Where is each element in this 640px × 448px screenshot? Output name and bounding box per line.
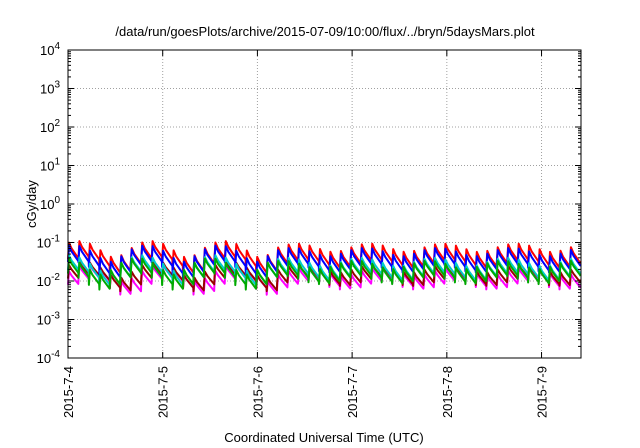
y-tick-label: 10-1 — [37, 234, 61, 251]
grid — [68, 50, 581, 358]
y-tick-label: 10-3 — [37, 311, 61, 328]
data-series — [67, 240, 582, 296]
x-tick-label: 2015-7-6 — [250, 366, 265, 418]
x-tick-label: 2015-7-5 — [156, 366, 171, 418]
y-tick-label: 103 — [40, 80, 60, 97]
y-tick-label: 10-2 — [37, 272, 61, 289]
y-tick-labels: 10-4 10-3 10-2 10-1 100 101 102 103 104 — [37, 41, 61, 366]
y-tick-label: 102 — [40, 118, 60, 135]
axis-ticks — [67, 49, 581, 359]
x-tick-label: 2015-7-7 — [345, 366, 360, 418]
plot-frame — [67, 49, 582, 359]
y-tick-label: 100 — [40, 195, 60, 212]
y-axis-label: cGy/day — [24, 180, 39, 228]
chart-title: /data/run/goesPlots/archive/2015-07-09/1… — [115, 24, 535, 39]
x-axis-label: Coordinated Universal Time (UTC) — [224, 430, 423, 445]
x-tick-label: 2015-7-8 — [440, 366, 455, 418]
x-tick-label: 2015-7-9 — [535, 366, 550, 418]
y-tick-label: 101 — [40, 157, 60, 174]
y-tick-label: 10-4 — [37, 349, 61, 366]
x-tick-labels: 2015-7-4 2015-7-5 2015-7-6 2015-7-7 2015-7-8… — [61, 366, 550, 418]
y-tick-label: 104 — [40, 41, 60, 58]
series-line — [67, 257, 582, 291]
x-tick-label: 2015-7-4 — [61, 366, 76, 418]
